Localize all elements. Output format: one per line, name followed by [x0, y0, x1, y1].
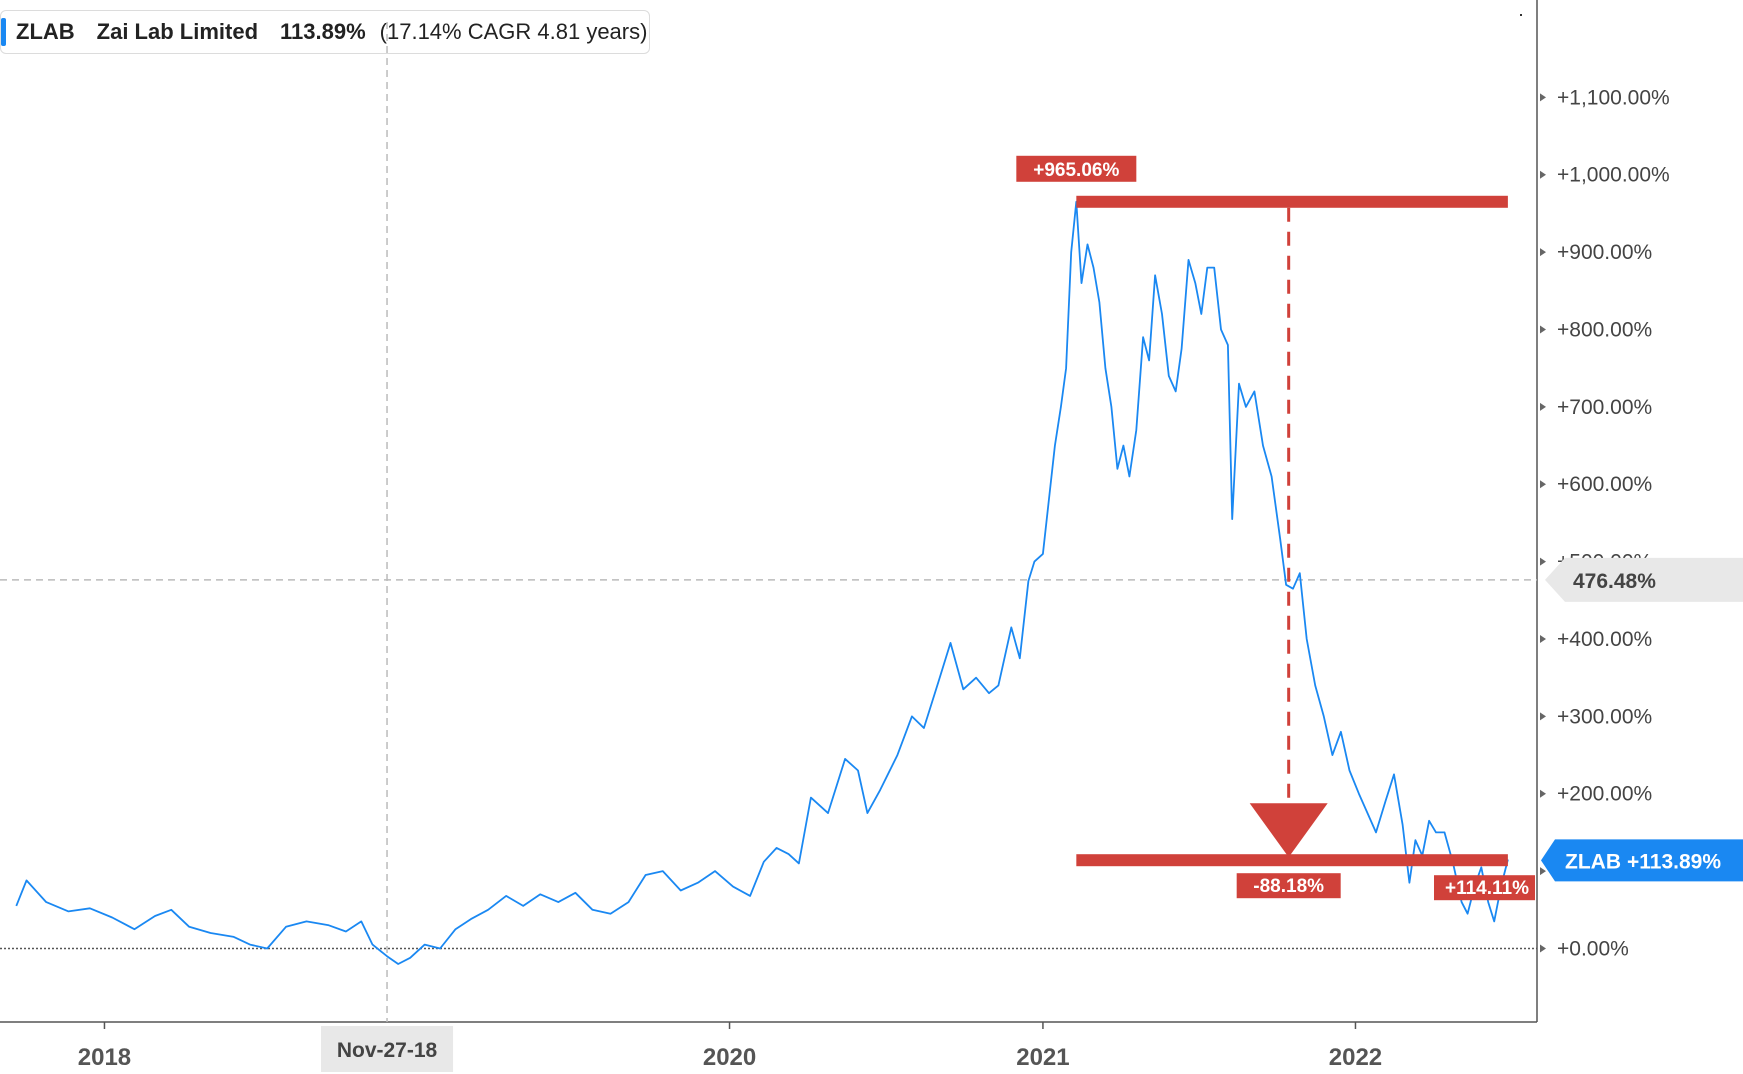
cursor-value-box [1545, 557, 1743, 602]
corner-mark [1520, 14, 1522, 16]
y-tick-label: +900.00% [1557, 241, 1652, 264]
cursor-date-box [321, 1026, 454, 1072]
y-tick-mark [1540, 944, 1546, 953]
cursor-value-label: 476.48% [1573, 570, 1656, 593]
current-level-bar [1076, 854, 1508, 867]
y-tick-mark [1540, 248, 1546, 257]
y-tick-label: +600.00% [1557, 473, 1652, 496]
drawdown-label-box [1236, 873, 1341, 899]
drawdown-label: -88.18% [1253, 876, 1324, 897]
series-line-zlab [15, 200, 1509, 965]
current-label: +114.11% [1445, 878, 1529, 899]
y-tick-mark [1540, 402, 1546, 411]
peak-label: +965.06% [1033, 160, 1119, 181]
y-tick-label: +0.00% [1557, 937, 1629, 960]
peak-label-box [1016, 155, 1137, 182]
y-tick-mark [1540, 712, 1546, 721]
y-tick-label: +1,000.00% [1557, 164, 1670, 187]
y-tick-label: +800.00% [1557, 318, 1652, 341]
series-color-swatch [1, 18, 6, 46]
last-value-ticker: ZLAB [1565, 850, 1621, 873]
peak-level-bar [1076, 195, 1508, 208]
chart-series [15, 200, 1509, 965]
y-tick-mark [1540, 789, 1546, 798]
y-tick-mark [1540, 325, 1546, 334]
y-tick-mark [1540, 170, 1546, 179]
y-tick-mark [1540, 557, 1546, 566]
legend-ticker: ZLAB [16, 19, 75, 44]
x-tick-label: 2020 [703, 1044, 756, 1071]
y-tick-label: +700.00% [1557, 396, 1652, 419]
x-tick-label: 2022 [1329, 1044, 1382, 1071]
x-tick-label: 2018 [78, 1044, 131, 1071]
drawdown-arrow-head [1249, 803, 1328, 858]
legend-company-name: Zai Lab Limited [96, 19, 259, 44]
y-tick-label: +200.00% [1557, 783, 1652, 806]
x-tick-label: 2021 [1016, 1044, 1069, 1071]
legend-total-return: 113.89% [280, 19, 366, 44]
y-tick-mark [1540, 634, 1546, 643]
y-tick-label: +400.00% [1557, 628, 1652, 651]
y-tick-mark [1540, 867, 1546, 876]
y-tick-label: +1,100.00% [1557, 86, 1670, 109]
chart-legend: ZLAB Zai Lab Limited 113.89% (17.14% CAG… [0, 10, 650, 54]
current-label-box [1434, 875, 1535, 901]
cursor-date-label: Nov-27-18 [337, 1039, 438, 1062]
last-value-tag [1541, 839, 1743, 882]
legend-cagr: (17.14% CAGR 4.81 years) [379, 19, 648, 44]
chart-annotations: +965.06% -88.18% +114.11% ZLAB +113.89% [1016, 155, 1743, 901]
y-tick-mark [1540, 480, 1546, 489]
y-tick-mark [1540, 93, 1546, 102]
y-tick-label: +300.00% [1557, 705, 1652, 728]
last-value-label: +113.89% [1627, 850, 1721, 873]
